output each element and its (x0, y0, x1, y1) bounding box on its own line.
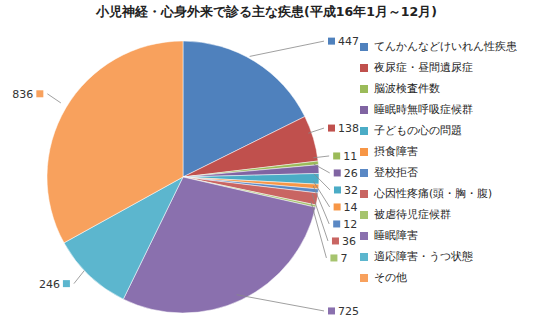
svg-text:836: 836 (12, 88, 33, 101)
html-text:脳波検査件数: 脳波検査件数 (374, 81, 440, 94)
svg-text:447: 447 (338, 35, 359, 48)
html-text:子どもの心の問題: 子どもの心の問題 (374, 123, 462, 136)
svg-text:246: 246 (39, 278, 60, 291)
svg-text:138: 138 (338, 122, 359, 135)
html-text:心因性疼痛(頭・胸・腹): 心因性疼痛(頭・胸・腹) (374, 186, 493, 199)
svg-text:32: 32 (344, 184, 358, 197)
html-text:睡眠障害: 睡眠障害 (374, 228, 418, 241)
html-text:睡眠時無呼吸症候群: 睡眠時無呼吸症候群 (374, 102, 473, 115)
svg-text:14: 14 (344, 201, 358, 214)
svg-text:12: 12 (343, 218, 357, 231)
svg-text:725: 725 (338, 305, 359, 318)
svg-text:7: 7 (340, 252, 347, 265)
html-text:適応障害・うつ状態: 適応障害・うつ状態 (374, 249, 473, 262)
html-text:その他: その他 (374, 270, 407, 283)
html-text:てんかんなどけいれん性疾患: てんかんなどけいれん性疾患 (374, 39, 517, 52)
svg-text:11: 11 (343, 150, 357, 163)
svg-text:26: 26 (344, 167, 358, 180)
html-text:登校拒否: 登校拒否 (374, 165, 418, 178)
html-text:小児神経・心身外来で診る主な疾患(平成16年1月～12月): 小児神経・心身外来で診る主な疾患(平成16年1月～12月) (96, 4, 437, 19)
svg-text:36: 36 (342, 235, 356, 248)
html-text:被虐待児症候群: 被虐待児症候群 (374, 207, 451, 220)
html-text:夜尿症・昼間遺尿症: 夜尿症・昼間遺尿症 (374, 60, 473, 73)
html-text:摂食障害: 摂食障害 (374, 144, 418, 157)
